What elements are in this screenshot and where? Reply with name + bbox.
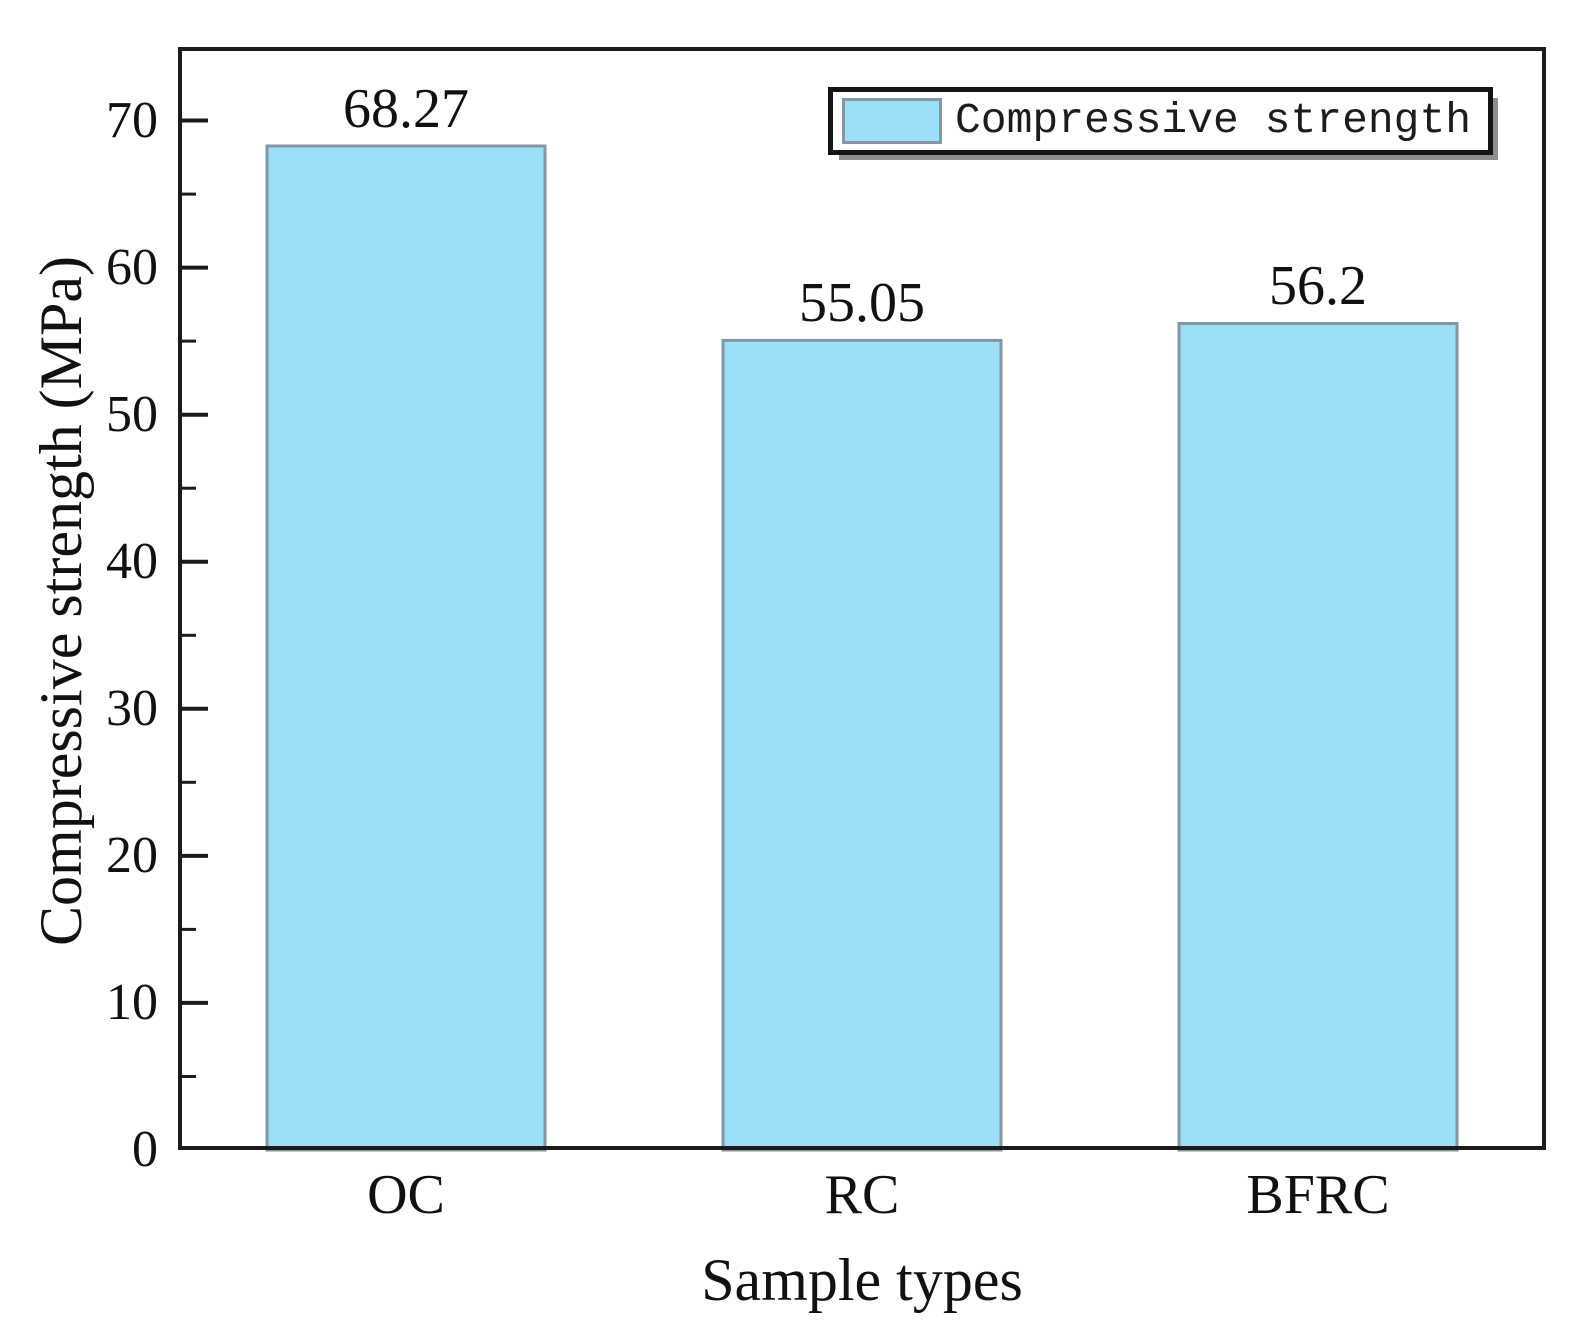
legend: Compressive strength: [828, 87, 1493, 155]
y-tick-label: 30: [106, 679, 158, 737]
y-tick-label: 10: [106, 973, 158, 1031]
legend-swatch-icon: [842, 98, 942, 144]
bar-oc: [265, 144, 547, 1152]
y-tick-label: 40: [106, 532, 158, 590]
x-category-label: OC: [367, 1164, 445, 1226]
bar-value-label: 55.05: [799, 272, 925, 335]
x-axis-title: Sample types: [701, 1247, 1023, 1313]
bar-rc: [721, 338, 1003, 1152]
y-tick-label: 20: [106, 826, 158, 884]
y-tick-label: 60: [106, 238, 158, 296]
plot-area: [178, 47, 1546, 1152]
legend-label: Compressive strength: [955, 96, 1472, 145]
plot-frame: [178, 47, 1546, 1150]
y-tick-label: 0: [132, 1121, 158, 1178]
y-tick-label: 70: [106, 91, 158, 149]
x-category-label: BFRC: [1246, 1164, 1390, 1226]
x-category-label: RC: [824, 1164, 900, 1226]
bar-value-label: 56.2: [1269, 255, 1367, 318]
bar-bfrc: [1177, 322, 1459, 1152]
y-tick-label: 50: [106, 385, 158, 443]
bar-value-label: 68.27: [343, 77, 469, 140]
